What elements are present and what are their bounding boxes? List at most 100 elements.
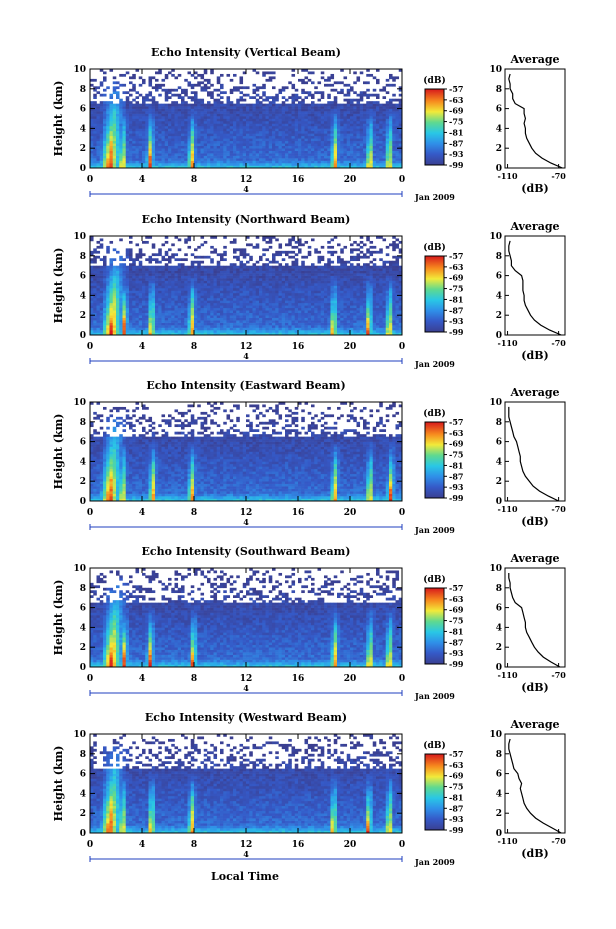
heatmap-cell (304, 140, 309, 144)
heatmap-cell (109, 165, 114, 169)
heatmap-cell (298, 158, 302, 161)
heatmap-cell (142, 138, 146, 142)
heatmap-cell (210, 91, 214, 95)
heatmap-cell (129, 295, 133, 299)
heatmap-cell (281, 145, 286, 149)
heatmap-cell (265, 140, 270, 144)
heatmap-cell (106, 160, 110, 164)
heatmap-cell (190, 145, 195, 149)
heatmap-cell (278, 130, 283, 134)
heatmap-cell (233, 287, 237, 291)
heatmap-cell (281, 155, 286, 159)
heatmap-cell (109, 280, 114, 284)
heatmap-cell (233, 118, 237, 122)
heatmap-cell (255, 295, 260, 299)
heatmap-cell (135, 280, 140, 284)
heatmap-cell (223, 140, 227, 144)
heatmap-cell (168, 270, 172, 274)
heatmap-cell (194, 153, 198, 156)
heatmap-cell (106, 111, 110, 114)
heatmap-cell (252, 297, 257, 301)
heatmap-cell (112, 116, 117, 119)
heatmap-cell (90, 250, 94, 254)
heatmap-cell (155, 135, 159, 139)
heatmap-cell (148, 106, 153, 109)
heatmap-cell (184, 101, 188, 104)
heatmap-cell (307, 165, 312, 169)
heatmap-cell (246, 128, 250, 132)
heatmap-cell (285, 140, 289, 144)
heatmap-cell (155, 283, 159, 286)
heatmap-cell (164, 240, 169, 244)
heatmap-cell (148, 93, 153, 97)
heatmap-cell (129, 255, 133, 259)
heatmap-cell (151, 145, 156, 149)
heatmap-cell (210, 258, 214, 262)
heatmap-cell (119, 148, 123, 151)
heatmap-cell (262, 150, 266, 154)
heatmap-cell (158, 125, 162, 129)
heatmap-cell (314, 118, 318, 122)
heatmap-cell (327, 128, 331, 132)
heatmap-cell (177, 160, 182, 164)
heatmap-cell (135, 290, 140, 294)
heatmap-cell (262, 125, 266, 129)
heatmap-cell (278, 123, 283, 127)
heatmap-cell (197, 103, 201, 107)
heatmap-cell (200, 243, 205, 247)
heatmap-cell (294, 133, 299, 137)
heatmap-cell (255, 310, 260, 314)
heatmap-cell (99, 305, 104, 309)
heatmap-cell (366, 73, 370, 77)
heatmap-cell (145, 125, 149, 129)
heatmap-cell (281, 130, 286, 134)
heatmap-cell (301, 81, 305, 85)
heatmap-cell (376, 138, 380, 142)
heatmap-cell (145, 153, 149, 156)
heatmap-cell (259, 130, 263, 134)
heatmap-cell (161, 158, 166, 161)
heatmap-cell (184, 160, 188, 164)
heatmap-cell (382, 153, 387, 156)
heatmap-cell (145, 258, 149, 262)
heatmap-cell (216, 283, 221, 286)
heatmap-cell (142, 265, 146, 269)
heatmap-cell (181, 153, 185, 156)
heatmap-cell (379, 140, 383, 144)
heatmap-cell (343, 116, 348, 119)
heatmap-cell (337, 158, 341, 161)
heatmap-cell (161, 120, 166, 124)
heatmap-cell (259, 101, 263, 104)
heatmap-cell (184, 327, 188, 331)
heatmap-cell (281, 101, 286, 104)
heatmap-cell (145, 128, 149, 132)
heatmap-cell (151, 98, 156, 102)
heatmap-cell (145, 236, 149, 239)
heatmap-cell (203, 268, 208, 271)
heatmap-cell (268, 140, 273, 144)
heatmap-cell (356, 106, 361, 109)
heatmap-cell (372, 145, 377, 149)
heatmap-cell (356, 113, 361, 117)
heatmap-cell (168, 290, 172, 294)
heatmap-cell (363, 118, 367, 122)
heatmap-cell (252, 283, 257, 286)
heatmap-cell (255, 270, 260, 274)
heatmap-cell (99, 93, 104, 97)
heatmap-cell (181, 138, 185, 142)
heatmap-cell (210, 236, 214, 239)
heatmap-cell (301, 128, 305, 132)
heatmap-cell (298, 118, 302, 122)
heatmap-cell (366, 138, 370, 142)
heatmap-cell (385, 163, 390, 166)
heatmap-cell (148, 278, 153, 281)
heatmap-cell (366, 116, 370, 119)
heatmap-cell (164, 118, 169, 122)
heatmap-cell (285, 275, 289, 279)
heatmap-cell (372, 143, 377, 147)
heatmap-cell (174, 125, 179, 129)
heatmap-cell (168, 320, 172, 323)
heatmap-cell (155, 292, 159, 296)
heatmap-cell (372, 130, 377, 134)
heatmap-cell (177, 290, 182, 294)
